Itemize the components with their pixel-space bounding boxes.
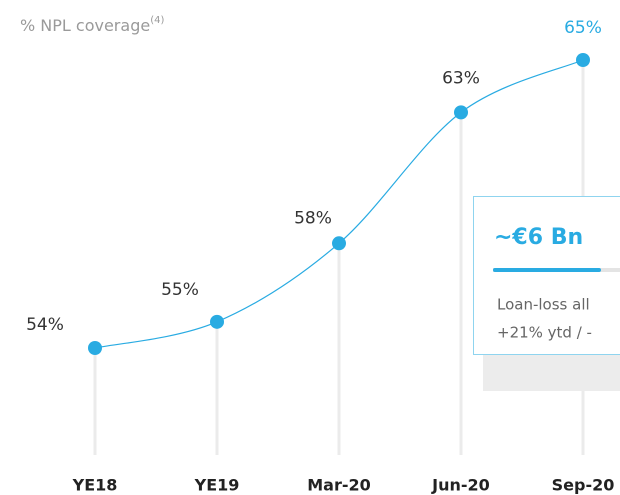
annotation-line: +21% ytd / - (497, 324, 592, 342)
point (88, 341, 102, 355)
x-tick-label: Jun-20 (431, 476, 490, 495)
value-label: 55% (161, 280, 199, 300)
box (473, 196, 620, 355)
point (210, 314, 224, 329)
point (332, 236, 346, 251)
x-tick-label: YE18 (72, 476, 118, 495)
x-tick-label: Sep-20 (552, 476, 615, 495)
value-label: 58% (294, 208, 332, 228)
value-label: 65% (564, 18, 602, 38)
plot: 54% YE18 55% YE19 58% Mar-20 63% Jun-20 65% Sep-2… (26, 18, 614, 495)
value-label: 54% (26, 315, 64, 335)
title-text: % NPL coverage (20, 16, 150, 35)
point (576, 53, 590, 67)
annotation-line: Loan-loss all (497, 296, 590, 314)
chart-title: % NPL coverage(4) (20, 15, 164, 35)
x-tick-label: Mar-20 (307, 476, 371, 495)
x-tick-label: YE19 (194, 476, 240, 495)
title-note: (4) (150, 15, 164, 26)
annotation-box: ~€6 Bn Loan-loss all +21% ytd / - (473, 196, 620, 391)
box-shadow (483, 355, 620, 391)
value-label: 63% (442, 68, 480, 88)
point (454, 105, 468, 120)
annotation-headline: ~€6 Bn (494, 225, 583, 250)
progress-bar (493, 268, 601, 272)
